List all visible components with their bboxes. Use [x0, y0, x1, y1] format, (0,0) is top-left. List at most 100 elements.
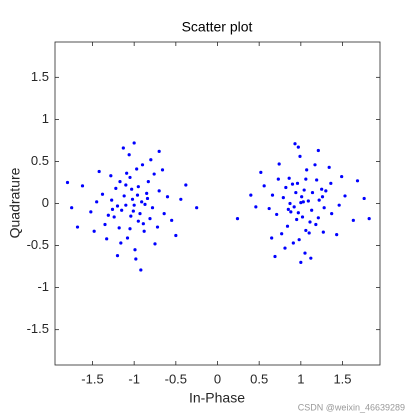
- point: [95, 200, 99, 204]
- point: [316, 148, 320, 153]
- point: [270, 236, 274, 240]
- point: [179, 197, 183, 201]
- point: [340, 174, 344, 179]
- point: [283, 246, 287, 250]
- point: [89, 210, 93, 214]
- point: [115, 204, 120, 208]
- point: [124, 183, 128, 187]
- point: [130, 197, 135, 201]
- point: [75, 225, 80, 229]
- point: [290, 182, 295, 186]
- point: [114, 186, 118, 190]
- point: [306, 199, 310, 203]
- point: [273, 254, 277, 259]
- point: [138, 211, 142, 216]
- point: [330, 211, 334, 216]
- point: [310, 208, 314, 212]
- point: [235, 217, 240, 221]
- point: [300, 195, 304, 199]
- point: [132, 141, 136, 145]
- point: [157, 189, 161, 193]
- point: [70, 206, 74, 210]
- point: [254, 205, 258, 209]
- x-tick-label: -1.5: [81, 371, 103, 386]
- point: [313, 163, 317, 167]
- point: [316, 216, 320, 220]
- point: [303, 251, 307, 255]
- x-tick-label: 0: [214, 371, 221, 386]
- point: [162, 211, 166, 216]
- point: [115, 254, 120, 258]
- point: [146, 180, 150, 184]
- point: [299, 201, 303, 205]
- point: [121, 146, 125, 150]
- point: [135, 167, 139, 171]
- point: [320, 187, 324, 191]
- point: [337, 203, 341, 207]
- y-tick-label: -1.5: [27, 321, 49, 336]
- point: [120, 208, 124, 212]
- point: [295, 181, 300, 185]
- x-tick-label: 1: [297, 371, 304, 386]
- point: [103, 222, 107, 227]
- point: [298, 154, 302, 158]
- y-tick-label: 1.5: [31, 69, 49, 84]
- point: [122, 194, 126, 198]
- point: [301, 200, 305, 204]
- point: [281, 196, 285, 200]
- point: [110, 207, 115, 211]
- point: [362, 196, 366, 201]
- point: [140, 200, 144, 204]
- point: [195, 206, 199, 210]
- point: [288, 201, 292, 206]
- point: [327, 165, 331, 169]
- point: [317, 198, 321, 202]
- point: [270, 193, 275, 197]
- point: [287, 176, 291, 180]
- point: [112, 215, 116, 219]
- point: [299, 260, 303, 264]
- point: [132, 203, 136, 207]
- point: [129, 214, 133, 218]
- point: [142, 229, 146, 233]
- point: [295, 217, 299, 222]
- point: [335, 233, 339, 237]
- y-tick-label: 0.5: [31, 153, 49, 168]
- y-tick-label: 1: [42, 111, 49, 126]
- y-tick-label: -1: [37, 279, 49, 294]
- point: [285, 224, 290, 228]
- x-tick-label: -0.5: [165, 371, 187, 386]
- point: [65, 180, 70, 185]
- point: [100, 192, 105, 196]
- point: [296, 145, 300, 149]
- point: [136, 219, 140, 223]
- point: [286, 207, 290, 211]
- point: [157, 149, 161, 153]
- point: [117, 226, 121, 230]
- y-tick-label: 0: [42, 195, 49, 210]
- point: [97, 169, 101, 174]
- point: [324, 189, 328, 193]
- point: [296, 211, 300, 215]
- y-axis-label: Quadrature: [7, 167, 23, 238]
- point: [284, 185, 288, 190]
- point: [133, 248, 137, 252]
- point: [155, 225, 160, 229]
- point: [130, 187, 134, 191]
- point: [184, 183, 188, 187]
- point: [165, 195, 170, 199]
- point: [141, 222, 145, 226]
- point: [135, 193, 140, 197]
- point: [128, 227, 132, 231]
- point: [160, 168, 165, 172]
- point: [148, 217, 152, 221]
- point: [294, 190, 298, 195]
- point: [355, 179, 360, 183]
- point: [145, 196, 150, 201]
- point: [127, 153, 131, 157]
- point: [351, 218, 355, 222]
- point: [125, 171, 129, 175]
- point: [124, 203, 128, 207]
- point: [145, 191, 149, 196]
